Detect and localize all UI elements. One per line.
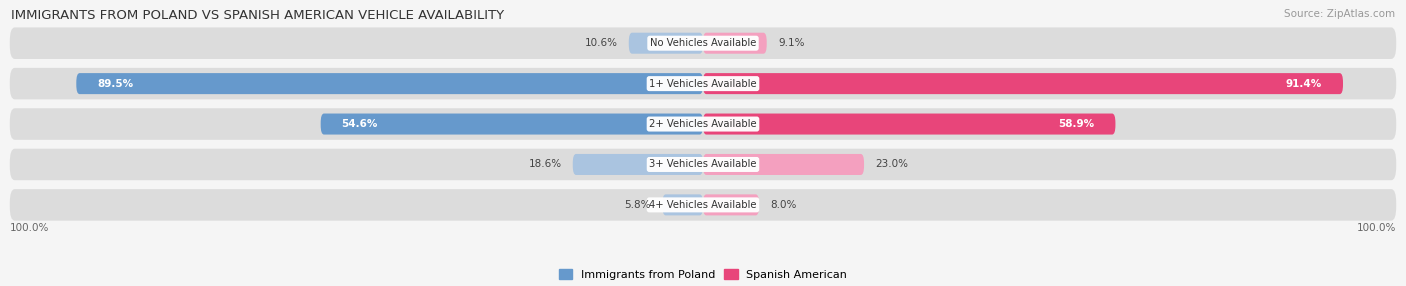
- Text: 1+ Vehicles Available: 1+ Vehicles Available: [650, 79, 756, 89]
- Text: 18.6%: 18.6%: [529, 160, 561, 170]
- Text: 91.4%: 91.4%: [1285, 79, 1322, 89]
- FancyBboxPatch shape: [10, 189, 1396, 221]
- FancyBboxPatch shape: [703, 73, 1343, 94]
- FancyBboxPatch shape: [321, 114, 703, 134]
- Text: 100.0%: 100.0%: [1357, 223, 1396, 233]
- Text: 100.0%: 100.0%: [10, 223, 49, 233]
- Text: 5.8%: 5.8%: [624, 200, 651, 210]
- Text: 58.9%: 58.9%: [1059, 119, 1094, 129]
- Legend: Immigrants from Poland, Spanish American: Immigrants from Poland, Spanish American: [554, 265, 852, 284]
- FancyBboxPatch shape: [703, 154, 865, 175]
- Text: 8.0%: 8.0%: [770, 200, 797, 210]
- Text: No Vehicles Available: No Vehicles Available: [650, 38, 756, 48]
- Text: 10.6%: 10.6%: [585, 38, 617, 48]
- Text: 23.0%: 23.0%: [876, 160, 908, 170]
- FancyBboxPatch shape: [76, 73, 703, 94]
- FancyBboxPatch shape: [572, 154, 703, 175]
- Text: IMMIGRANTS FROM POLAND VS SPANISH AMERICAN VEHICLE AVAILABILITY: IMMIGRANTS FROM POLAND VS SPANISH AMERIC…: [11, 9, 505, 21]
- FancyBboxPatch shape: [703, 33, 766, 54]
- Text: 4+ Vehicles Available: 4+ Vehicles Available: [650, 200, 756, 210]
- Text: 3+ Vehicles Available: 3+ Vehicles Available: [650, 160, 756, 170]
- FancyBboxPatch shape: [703, 194, 759, 215]
- FancyBboxPatch shape: [10, 108, 1396, 140]
- FancyBboxPatch shape: [703, 114, 1115, 134]
- Text: Source: ZipAtlas.com: Source: ZipAtlas.com: [1284, 9, 1395, 19]
- FancyBboxPatch shape: [10, 68, 1396, 99]
- FancyBboxPatch shape: [662, 194, 703, 215]
- FancyBboxPatch shape: [10, 149, 1396, 180]
- Text: 89.5%: 89.5%: [97, 79, 134, 89]
- Text: 54.6%: 54.6%: [342, 119, 378, 129]
- Text: 2+ Vehicles Available: 2+ Vehicles Available: [650, 119, 756, 129]
- Text: 9.1%: 9.1%: [778, 38, 804, 48]
- FancyBboxPatch shape: [10, 27, 1396, 59]
- FancyBboxPatch shape: [628, 33, 703, 54]
